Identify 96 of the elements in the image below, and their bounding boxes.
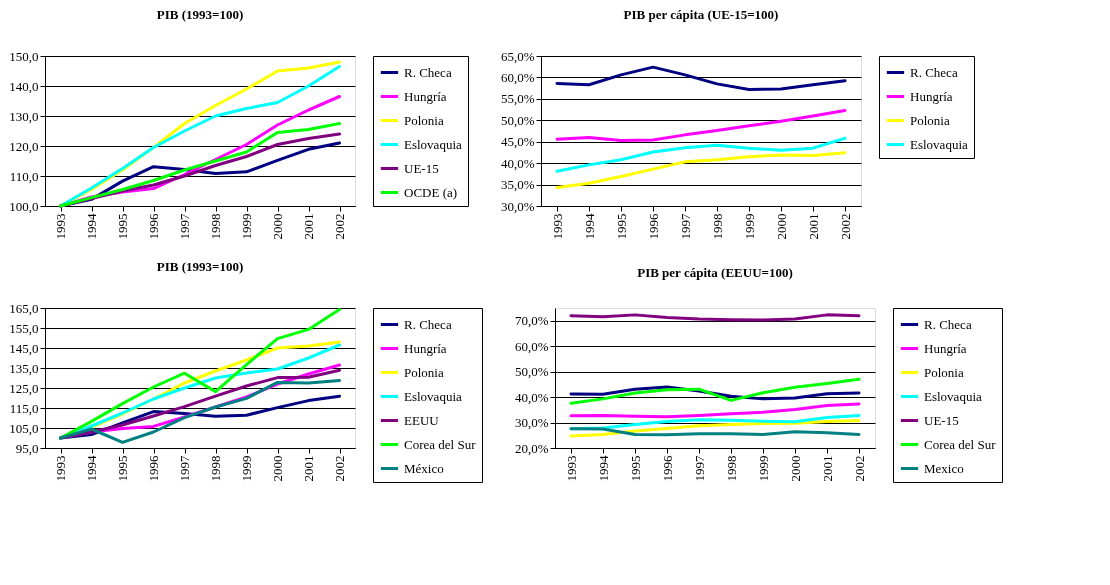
chart-title: PIB (1993=100)	[156, 259, 244, 274]
x-tick-label: 2000	[773, 213, 789, 240]
legend-label: R. Checa	[910, 64, 958, 80]
legend-label: Polonia	[404, 364, 444, 380]
x-tick-label: 1994	[84, 455, 99, 482]
x-tick-label: 2002	[851, 455, 867, 482]
legend-label: México	[404, 460, 444, 476]
legend-label: Polonia	[404, 112, 444, 128]
x-tick-label: 1999	[741, 213, 757, 240]
legend-label: EEUU	[404, 412, 440, 428]
y-tick-label: 60,0%	[500, 69, 535, 85]
x-tick-label: 1993	[53, 213, 68, 240]
y-tick-label: 150,0	[9, 48, 39, 64]
x-tick-label: 1999	[239, 213, 254, 240]
y-tick-label: 125,0	[9, 380, 39, 396]
legend-label: R. Checa	[404, 64, 452, 80]
legend-label: Eslovaquia	[924, 388, 982, 404]
x-tick-label: 2002	[332, 455, 347, 482]
x-tick-label: 1996	[146, 213, 161, 240]
x-tick-label: 1998	[709, 213, 725, 240]
x-tick-label: 2001	[301, 455, 316, 482]
x-tick-label: 1996	[146, 455, 161, 482]
y-tick-label: 35,0%	[500, 177, 535, 193]
x-tick-label: 1995	[627, 455, 643, 482]
x-tick-label: 2000	[270, 213, 285, 240]
x-tick-label: 1998	[208, 213, 223, 240]
legend-label: UE-15	[404, 160, 439, 176]
y-tick-label: 60,0%	[514, 338, 549, 354]
legend-label: Eslovaquia	[910, 136, 968, 152]
legend-label: Corea del Sur	[924, 436, 997, 452]
legend-label: Eslovaquia	[404, 388, 462, 404]
x-tick-label: 1995	[115, 213, 130, 240]
legend-label: Hungría	[404, 88, 447, 104]
y-tick-label: 20,0%	[514, 440, 549, 456]
x-tick-label: 1993	[549, 213, 565, 240]
x-tick-label: 1997	[677, 213, 693, 240]
legend-label: UE-15	[924, 412, 959, 428]
chart-title: PIB (1993=100)	[156, 7, 244, 22]
y-tick-label: 165,0	[9, 300, 39, 316]
x-tick-label: 1998	[723, 455, 739, 482]
y-tick-label: 65,0%	[500, 48, 535, 64]
legend-label: R. Checa	[404, 316, 452, 332]
x-tick-label: 1997	[691, 455, 707, 482]
x-tick-label: 1995	[613, 213, 629, 240]
legend-label: Hungría	[404, 340, 447, 356]
x-tick-label: 2000	[270, 455, 285, 482]
legend-label: Polonia	[924, 364, 964, 380]
y-tick-label: 130,0	[9, 108, 39, 124]
x-tick-label: 1994	[581, 213, 597, 240]
y-tick-label: 50,0%	[514, 364, 549, 380]
x-tick-label: 2001	[819, 455, 835, 482]
y-tick-label: 145,0	[9, 340, 39, 356]
x-tick-label: 1997	[177, 455, 192, 482]
x-tick-label: 1993	[563, 455, 579, 482]
x-tick-label: 1996	[659, 455, 675, 482]
legend-label: Mexico	[924, 460, 964, 476]
x-tick-label: 1999	[239, 455, 254, 482]
y-tick-label: 40,0%	[500, 155, 535, 171]
x-tick-label: 2001	[301, 213, 316, 240]
x-tick-label: 1993	[53, 455, 68, 482]
chart-title: PIB per cápita (UE-15=100)	[623, 7, 779, 22]
y-tick-label: 115,0	[9, 400, 39, 416]
y-tick-label: 30,0%	[500, 198, 535, 214]
y-tick-label: 105,0	[9, 420, 39, 436]
y-tick-label: 40,0%	[514, 389, 549, 405]
y-tick-label: 95,0	[15, 440, 39, 456]
y-tick-label: 45,0%	[500, 134, 535, 150]
y-tick-label: 100,0	[9, 198, 39, 214]
y-tick-label: 135,0	[9, 360, 39, 376]
y-tick-label: 120,0	[9, 138, 39, 154]
x-tick-label: 2002	[837, 213, 853, 240]
legend-label: Eslovaquia	[404, 136, 462, 152]
x-tick-label: 1997	[177, 213, 192, 240]
y-tick-label: 140,0	[9, 78, 39, 94]
y-tick-label: 55,0%	[500, 91, 535, 107]
legend-label: Corea del Sur	[404, 436, 477, 452]
x-tick-label: 2000	[787, 455, 803, 482]
y-tick-label: 110,0	[9, 168, 39, 184]
x-tick-label: 2002	[332, 213, 347, 240]
legend-label: Hungría	[924, 340, 967, 356]
x-tick-label: 1995	[115, 455, 130, 482]
y-tick-label: 70,0%	[514, 313, 549, 329]
x-tick-label: 1998	[208, 455, 223, 482]
x-tick-label: 1994	[595, 455, 611, 482]
legend-label: R. Checa	[924, 316, 972, 332]
legend-label: OCDE (a)	[404, 184, 458, 200]
x-tick-label: 1999	[755, 455, 771, 482]
y-tick-label: 50,0%	[500, 112, 535, 128]
y-tick-label: 30,0%	[514, 415, 549, 431]
legend-label: Polonia	[910, 112, 950, 128]
x-tick-label: 1994	[84, 213, 99, 240]
x-tick-label: 2001	[805, 213, 821, 240]
x-tick-label: 1996	[645, 213, 661, 240]
chart-title: PIB per cápita (EEUU=100)	[637, 264, 793, 280]
y-tick-label: 155,0	[9, 320, 39, 336]
legend-label: Hungría	[910, 88, 953, 104]
